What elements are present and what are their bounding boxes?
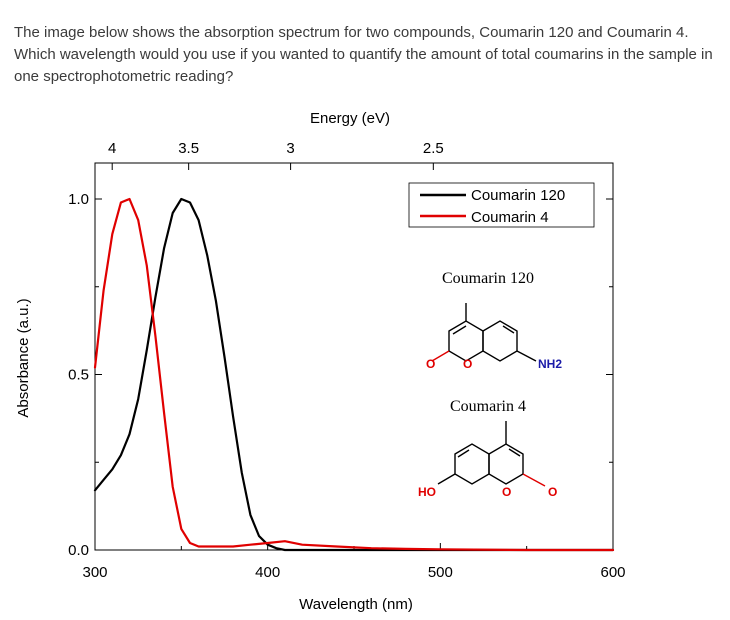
x-axis-label: Wavelength (nm)	[299, 596, 413, 613]
coumarin-120-structure: Coumarin 120 O O NH2	[426, 270, 562, 371]
coumarin-4-hydroxyl: HO	[418, 485, 436, 499]
top-axis-label: Energy (eV)	[310, 110, 390, 127]
coumarin-4-carbonyl-o: O	[548, 485, 557, 499]
coumarin-4-title: Coumarin 4	[450, 398, 526, 415]
coumarin-4-ring-o: O	[502, 485, 511, 499]
top-tick-label: 4	[108, 140, 116, 157]
y-tick-label: 0.5	[68, 367, 89, 384]
top-tick-label: 3	[286, 140, 294, 157]
coumarin-120-carbonyl-o: O	[426, 357, 435, 371]
x-tick-label: 300	[82, 564, 107, 581]
x-tick-label: 500	[428, 564, 453, 581]
series-line-coumarin-120	[95, 199, 613, 550]
series-layer	[95, 199, 613, 550]
coumarin-4-skeleton	[438, 421, 545, 486]
y-tick-label: 1.0	[68, 191, 89, 208]
coumarin-120-skeleton	[432, 303, 536, 361]
top-tick-label: 3.5	[178, 140, 199, 157]
coumarin-120-title: Coumarin 120	[442, 270, 534, 287]
legend: Coumarin 120 Coumarin 4	[409, 183, 594, 227]
coumarin-120-ring-o: O	[463, 357, 472, 371]
x-tick-label: 600	[600, 564, 625, 581]
y-tick-label: 0.0	[68, 542, 89, 559]
coumarin-4-structure: Coumarin 4 HO O O	[418, 398, 557, 499]
coumarin-120-amine: NH2	[538, 357, 562, 371]
series-line-coumarin-4	[95, 199, 613, 550]
y-axis-label: Absorbance (a.u.)	[15, 298, 32, 417]
x-tick-label: 400	[255, 564, 280, 581]
legend-label-coumarin-4: Coumarin 4	[471, 209, 549, 226]
top-tick-label: 2.5	[423, 140, 444, 157]
legend-label-coumarin-120: Coumarin 120	[471, 187, 565, 204]
